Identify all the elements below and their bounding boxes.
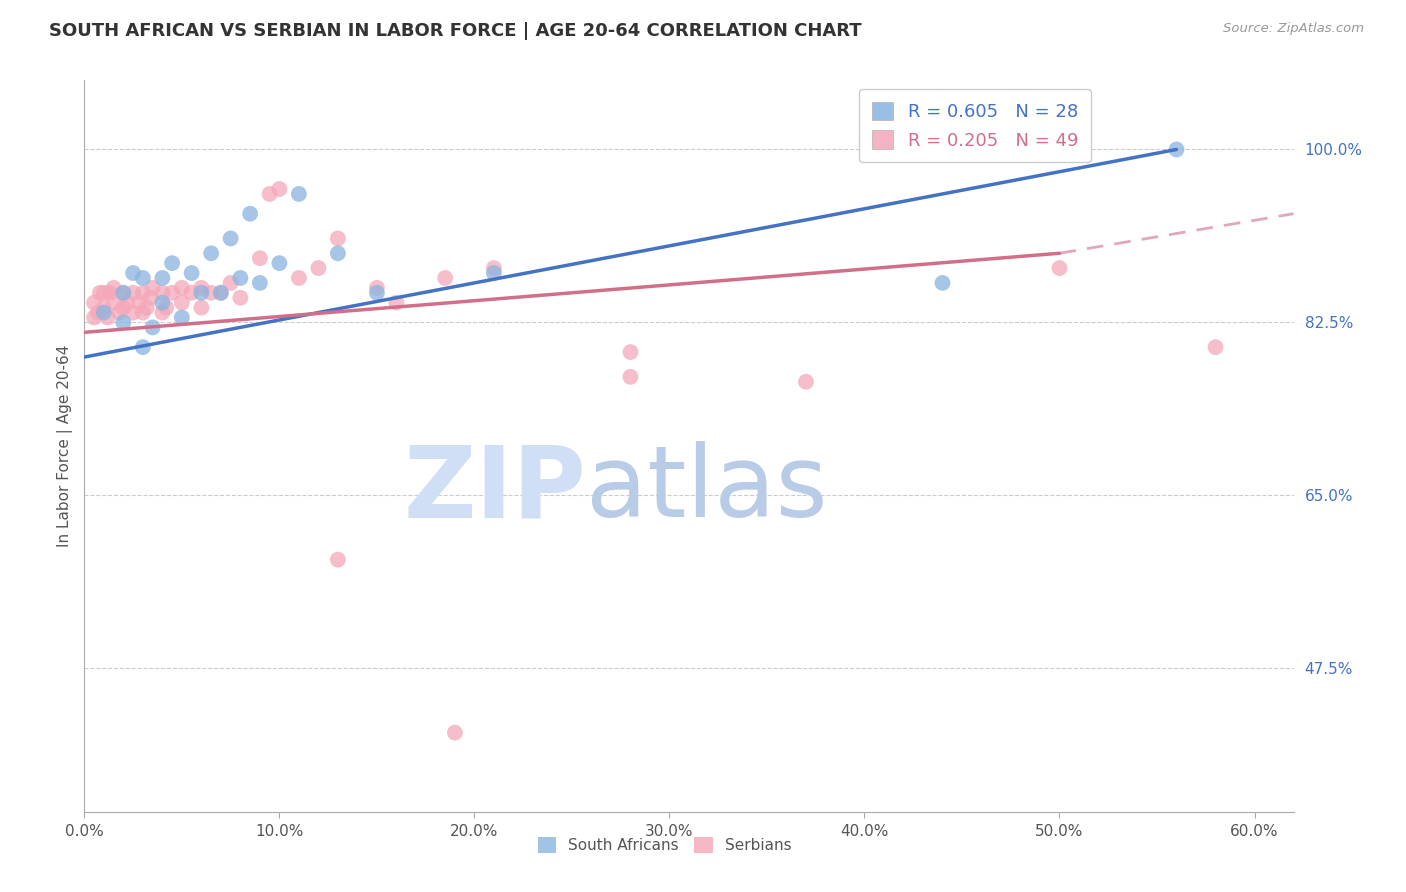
Point (97, 310, 120, 325)
Legend: South Africans, Serbians: South Africans, Serbians (531, 830, 797, 859)
Point (112, 315, 135, 329)
Point (112, 285, 135, 300)
Text: Source: ZipAtlas.com: Source: ZipAtlas.com (1223, 22, 1364, 36)
Point (87, 305, 110, 319)
Text: ZIP: ZIP (404, 442, 586, 539)
Point (249, 276, 271, 290)
Point (142, 320, 165, 334)
Point (444, 725, 467, 739)
Point (209, 285, 232, 300)
Point (1205, 340, 1227, 354)
Point (93, 305, 115, 319)
Point (150, 271, 173, 285)
Point (269, 256, 291, 270)
Point (108, 305, 131, 319)
Point (229, 271, 252, 285)
Point (326, 246, 349, 260)
Point (200, 285, 222, 300)
Point (619, 345, 641, 359)
Point (89, 285, 111, 300)
Point (128, 295, 150, 310)
Point (150, 285, 173, 300)
Point (139, 291, 162, 305)
Point (259, 186, 281, 201)
Point (98, 285, 121, 300)
Point (434, 271, 457, 285)
Point (83, 295, 105, 310)
Point (180, 285, 202, 300)
Point (150, 305, 173, 319)
Point (200, 246, 222, 260)
Point (122, 285, 145, 300)
Point (170, 281, 193, 295)
Point (931, 276, 953, 290)
Point (190, 281, 212, 295)
Point (150, 295, 173, 310)
Y-axis label: In Labor Force | Age 20-64: In Labor Force | Age 20-64 (58, 345, 73, 547)
Point (1166, 143, 1188, 157)
Point (180, 266, 202, 280)
Point (160, 285, 183, 300)
Point (132, 305, 155, 319)
Point (93, 285, 115, 300)
Point (93, 301, 115, 315)
Point (83, 310, 105, 325)
Point (229, 291, 252, 305)
Point (135, 301, 157, 315)
Point (190, 285, 212, 300)
Point (190, 301, 212, 315)
Point (307, 261, 329, 276)
Point (619, 369, 641, 384)
Point (132, 271, 155, 285)
Point (366, 285, 388, 300)
Point (1049, 261, 1071, 276)
Point (132, 285, 155, 300)
Point (155, 301, 177, 315)
Text: atlas: atlas (586, 442, 828, 539)
Point (482, 266, 505, 280)
Text: SOUTH AFRICAN VS SERBIAN IN LABOR FORCE | AGE 20-64 CORRELATION CHART: SOUTH AFRICAN VS SERBIAN IN LABOR FORCE … (49, 22, 862, 40)
Point (326, 552, 349, 566)
Point (209, 285, 232, 300)
Point (269, 182, 291, 196)
Point (170, 295, 193, 310)
Point (112, 285, 135, 300)
Point (288, 186, 311, 201)
Point (219, 231, 242, 245)
Point (366, 281, 388, 295)
Point (103, 295, 125, 310)
Point (794, 375, 817, 389)
Point (219, 276, 242, 290)
Point (249, 251, 271, 265)
Point (482, 261, 505, 276)
Point (170, 310, 193, 325)
Point (103, 281, 125, 295)
Point (132, 340, 155, 354)
Point (239, 207, 262, 221)
Point (288, 271, 311, 285)
Point (385, 295, 408, 310)
Point (117, 295, 139, 310)
Point (142, 281, 165, 295)
Point (112, 301, 135, 315)
Point (122, 266, 145, 280)
Point (326, 231, 349, 245)
Point (122, 305, 145, 319)
Point (160, 256, 183, 270)
